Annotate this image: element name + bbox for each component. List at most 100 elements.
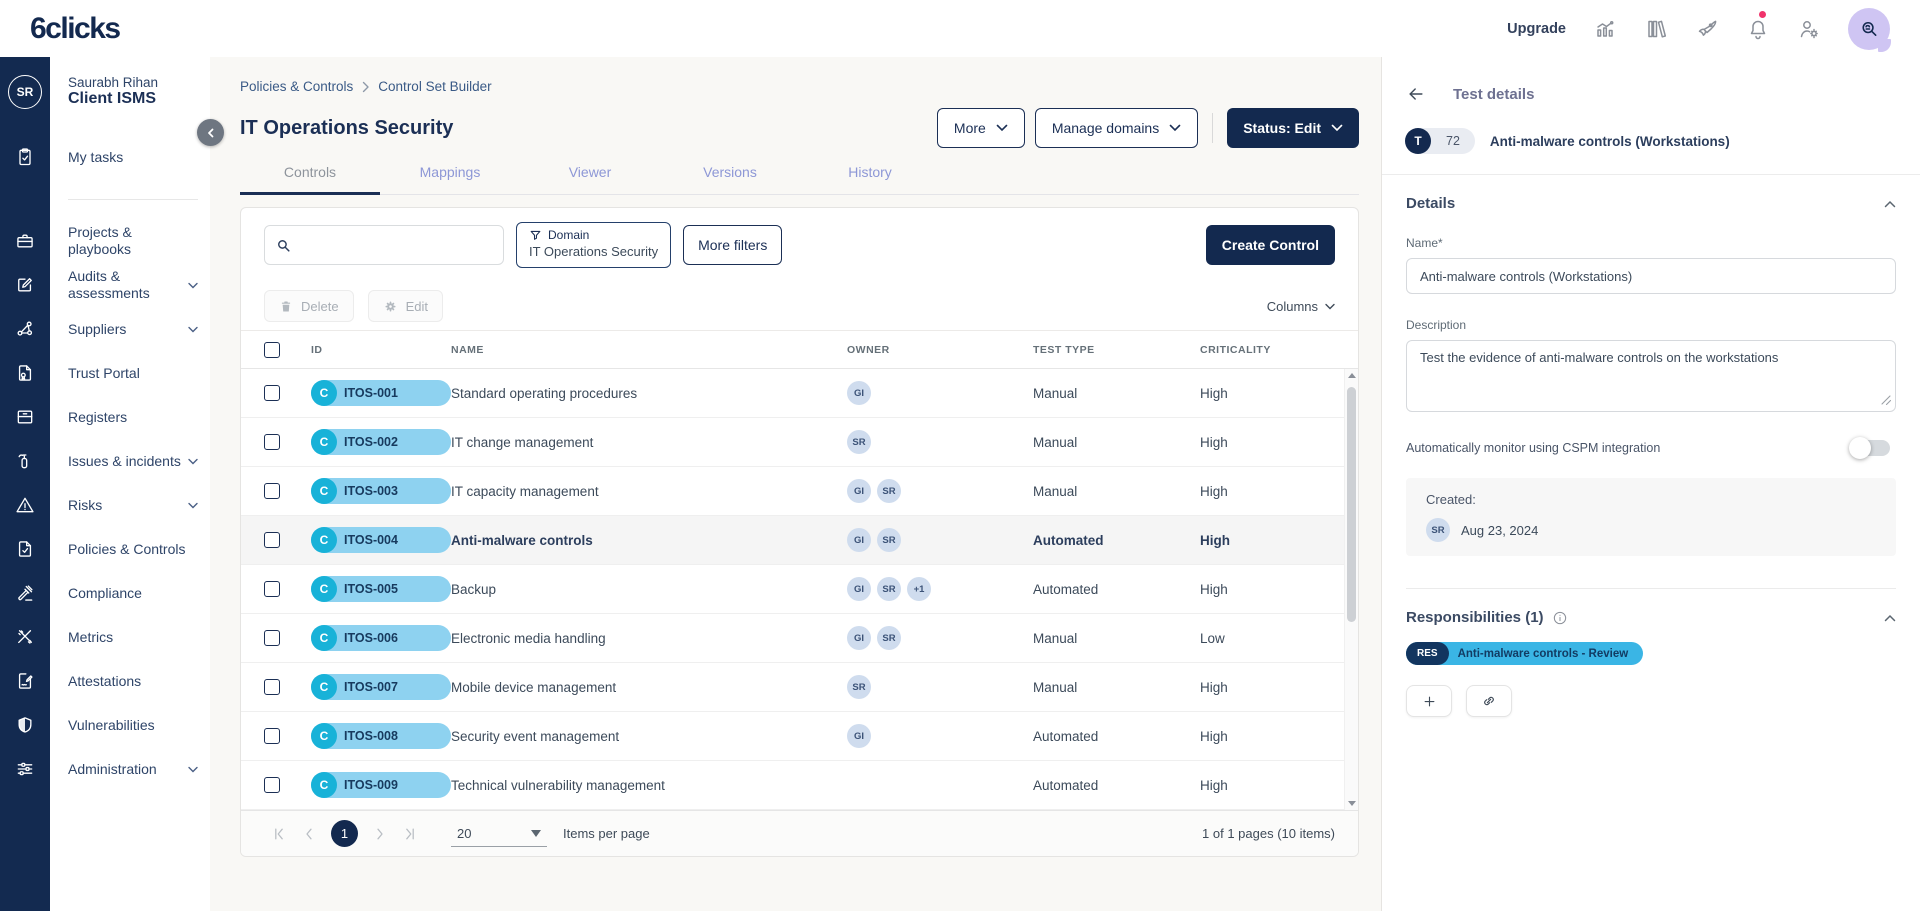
description-field[interactable]: Test the evidence of anti-malware contro…: [1406, 340, 1896, 412]
sidebar-item-my-tasks[interactable]: My tasks: [68, 135, 198, 179]
sidebar-item-policies-controls[interactable]: Policies & Controls: [68, 527, 198, 571]
sidebar-item-metrics[interactable]: Metrics: [68, 615, 198, 659]
tab-controls[interactable]: Controls: [240, 164, 380, 195]
vulnerabilities-icon[interactable]: [0, 703, 50, 747]
table-row[interactable]: CITOS-001 Standard operating procedures …: [241, 369, 1358, 418]
scroll-down-icon[interactable]: [1348, 801, 1356, 806]
row-checkbox[interactable]: [264, 581, 280, 597]
table-row-selected[interactable]: CITOS-004 Anti-malware controls GISR Aut…: [241, 516, 1358, 565]
delete-button[interactable]: Delete: [264, 290, 354, 322]
more-button[interactable]: More: [937, 108, 1025, 148]
table-scrollbar[interactable]: [1344, 369, 1358, 810]
row-checkbox[interactable]: [264, 777, 280, 793]
rocket-icon[interactable]: [1695, 17, 1719, 41]
sidebar-item-audits[interactable]: Audits & assessments: [68, 263, 198, 307]
attestations-icon[interactable]: [0, 659, 50, 703]
domain-filter-value: IT Operations Security: [529, 244, 658, 259]
table-row[interactable]: CITOS-005 Backup GISR+1 Automated High: [241, 565, 1358, 614]
pagination-summary: 1 of 1 pages (10 items): [1202, 826, 1335, 841]
table-row[interactable]: CITOS-003 IT capacity management GISR Ma…: [241, 467, 1358, 516]
responsibility-chip[interactable]: RES Anti-malware controls - Review: [1406, 642, 1643, 665]
policies-icon[interactable]: [0, 527, 50, 571]
prev-page-icon[interactable]: [301, 826, 317, 842]
tab-versions[interactable]: Versions: [660, 164, 800, 194]
columns-button[interactable]: Columns: [1267, 299, 1335, 314]
sidebar-item-vulnerabilities[interactable]: Vulnerabilities: [68, 703, 198, 747]
row-checkbox[interactable]: [264, 728, 280, 744]
page-size-select[interactable]: 20: [451, 821, 547, 847]
row-checkbox[interactable]: [264, 532, 280, 548]
sidebar-item-issues[interactable]: Issues & incidents: [68, 439, 198, 483]
breadcrumb-parent[interactable]: Policies & Controls: [240, 79, 353, 94]
table-row[interactable]: CITOS-002 IT change management SR Manual…: [241, 418, 1358, 467]
ai-assistant-icon[interactable]: [1848, 8, 1890, 50]
table-row[interactable]: CITOS-008 Security event management GI A…: [241, 712, 1358, 761]
control-id-badge: CITOS-002: [311, 429, 451, 455]
table-row[interactable]: CITOS-006 Electronic media handling GISR…: [241, 614, 1358, 663]
audits-icon[interactable]: [0, 263, 50, 307]
first-page-icon[interactable]: [271, 826, 287, 842]
select-all-checkbox[interactable]: [264, 342, 280, 358]
add-responsibility-button[interactable]: [1406, 685, 1452, 717]
manage-domains-button[interactable]: Manage domains: [1035, 108, 1198, 148]
trust-portal-icon[interactable]: [0, 351, 50, 395]
sidebar-item-administration[interactable]: Administration: [68, 747, 198, 791]
last-page-icon[interactable]: [402, 826, 418, 842]
domain-filter-chip[interactable]: Domain IT Operations Security: [516, 222, 671, 268]
user-workspace[interactable]: Saurabh Rihan Client ISMS: [68, 75, 198, 135]
cspm-toggle[interactable]: [1852, 440, 1890, 456]
row-checkbox[interactable]: [264, 630, 280, 646]
row-checkbox[interactable]: [264, 483, 280, 499]
sidebar-item-attestations[interactable]: Attestations: [68, 659, 198, 703]
sidebar-item-compliance[interactable]: Compliance: [68, 571, 198, 615]
owner-avatar: GI: [847, 577, 871, 601]
back-arrow-icon[interactable]: [1406, 84, 1426, 104]
create-control-button[interactable]: Create Control: [1206, 225, 1335, 265]
table-row[interactable]: CITOS-007 Mobile device management SR Ma…: [241, 663, 1358, 712]
analytics-icon[interactable]: [1593, 17, 1617, 41]
risks-icon[interactable]: [0, 483, 50, 527]
row-checkbox[interactable]: [264, 434, 280, 450]
trash-icon: [279, 299, 293, 314]
edit-button[interactable]: Edit: [368, 290, 443, 322]
avatar[interactable]: SR: [8, 75, 42, 109]
info-icon[interactable]: [1552, 610, 1568, 626]
status-edit-button[interactable]: Status: Edit: [1227, 108, 1359, 148]
administration-icon[interactable]: [0, 747, 50, 791]
notifications-bell-icon[interactable]: [1746, 17, 1770, 41]
issues-icon[interactable]: [0, 439, 50, 483]
suppliers-icon[interactable]: [0, 307, 50, 351]
app-logo: 6clicks: [30, 12, 120, 46]
more-filters-button[interactable]: More filters: [683, 225, 782, 265]
sidebar-item-trust-portal[interactable]: Trust Portal: [68, 351, 198, 395]
next-page-icon[interactable]: [372, 826, 388, 842]
sidebar-collapse-button[interactable]: [197, 119, 224, 146]
chevron-up-icon[interactable]: [1884, 614, 1896, 622]
breadcrumb-current[interactable]: Control Set Builder: [378, 79, 491, 94]
sidebar-item-risks[interactable]: Risks: [68, 483, 198, 527]
tab-viewer[interactable]: Viewer: [520, 164, 660, 194]
projects-icon[interactable]: [0, 219, 50, 263]
tasks-icon[interactable]: [0, 135, 50, 179]
library-icon[interactable]: [1644, 17, 1668, 41]
sidebar-item-projects[interactable]: Projects & playbooks: [68, 219, 198, 263]
scroll-up-icon[interactable]: [1348, 373, 1356, 378]
search-input[interactable]: [300, 238, 493, 253]
compliance-icon[interactable]: [0, 571, 50, 615]
sidebar-item-registers[interactable]: Registers: [68, 395, 198, 439]
link-responsibility-button[interactable]: [1466, 685, 1512, 717]
name-field[interactable]: [1406, 258, 1896, 294]
upgrade-link[interactable]: Upgrade: [1507, 21, 1566, 37]
current-page-button[interactable]: 1: [331, 820, 358, 847]
scrollbar-thumb[interactable]: [1347, 387, 1356, 622]
row-checkbox[interactable]: [264, 385, 280, 401]
sidebar-item-suppliers[interactable]: Suppliers: [68, 307, 198, 351]
tab-history[interactable]: History: [800, 164, 940, 194]
metrics-icon[interactable]: [0, 615, 50, 659]
row-checkbox[interactable]: [264, 679, 280, 695]
registers-icon[interactable]: [0, 395, 50, 439]
chevron-up-icon[interactable]: [1884, 200, 1896, 208]
table-row[interactable]: CITOS-009 Technical vulnerability manage…: [241, 761, 1358, 810]
tab-mappings[interactable]: Mappings: [380, 164, 520, 194]
user-settings-icon[interactable]: [1797, 17, 1821, 41]
